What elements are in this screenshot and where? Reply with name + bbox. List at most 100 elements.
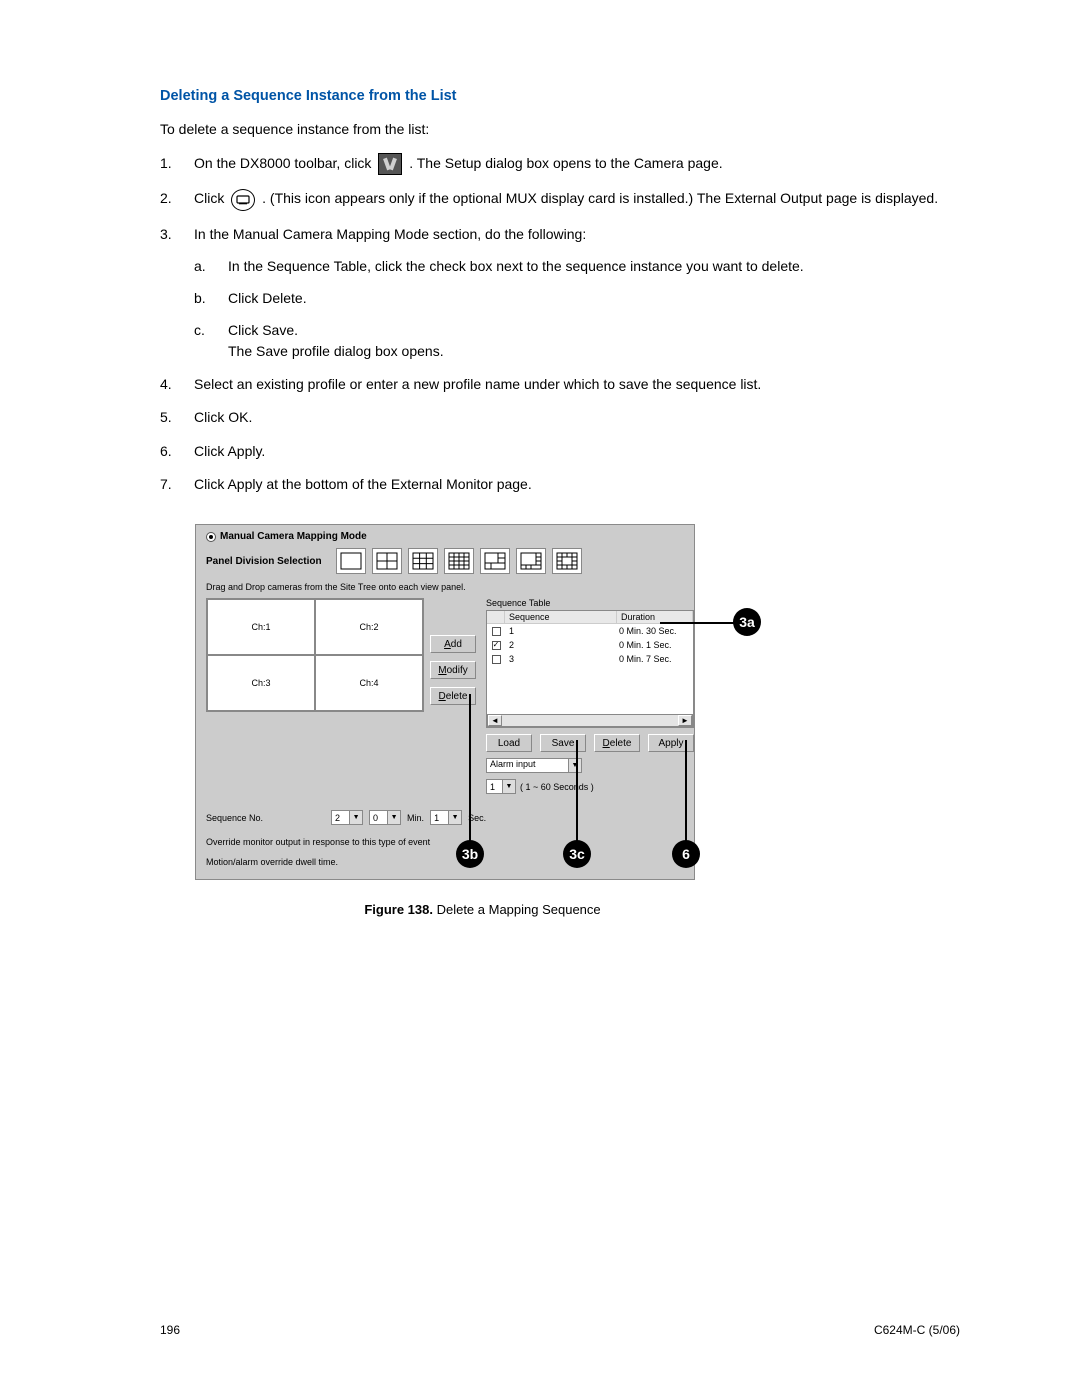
apply-button[interactable]: Apply bbox=[648, 734, 694, 752]
row-seq: 1 bbox=[505, 626, 617, 636]
leader-3b bbox=[469, 694, 471, 842]
leader-3c bbox=[576, 740, 578, 842]
row-dur: 0 Min. 1 Sec. bbox=[617, 640, 693, 650]
figure-caption: Figure 138. Delete a Mapping Sequence bbox=[195, 902, 770, 917]
alarm-input-dropdown[interactable]: Alarm input▼ bbox=[486, 758, 582, 773]
layout-1[interactable] bbox=[336, 548, 366, 574]
step-3a: In the Sequence Table, click the check b… bbox=[194, 256, 964, 276]
dropdown-arrow-icon: ▼ bbox=[568, 759, 581, 772]
layout-9[interactable] bbox=[408, 548, 438, 574]
step-3-sublist: In the Sequence Table, click the check b… bbox=[194, 256, 964, 361]
step-2: Click . (This icon appears only if the o… bbox=[160, 188, 964, 210]
figure-wrap: Manual Camera Mapping Mode Panel Divisio… bbox=[195, 524, 770, 917]
layout-8[interactable] bbox=[516, 548, 546, 574]
table-row[interactable]: 10 Min. 30 Sec. bbox=[487, 624, 693, 638]
doc-id: C624M-C (5/06) bbox=[874, 1323, 960, 1337]
step-3c-text: Click Save. bbox=[228, 322, 298, 338]
dwell-value: 1 bbox=[487, 782, 502, 792]
modify-button-rest: odify bbox=[447, 665, 468, 676]
dwell-note: ( 1 ~ 60 Seconds ) bbox=[520, 782, 594, 792]
step-2-text-a: Click bbox=[194, 190, 228, 206]
setup-toolbar-icon bbox=[378, 153, 402, 175]
alarm-input-value: Alarm input bbox=[487, 759, 568, 772]
sequence-table-label: Sequence Table bbox=[486, 598, 694, 608]
leader-3a bbox=[660, 622, 735, 624]
mode-label: Manual Camera Mapping Mode bbox=[220, 531, 367, 542]
layout-13[interactable] bbox=[552, 548, 582, 574]
scroll-left-icon[interactable]: ◄ bbox=[488, 715, 502, 726]
min-value: 0 bbox=[370, 813, 387, 823]
figure-text: Delete a Mapping Sequence bbox=[433, 902, 601, 917]
page-number: 196 bbox=[160, 1323, 180, 1337]
delete-button-rest: elete bbox=[446, 691, 468, 702]
scroll-right-icon[interactable]: ► bbox=[678, 715, 692, 726]
step-3b: Click Delete. bbox=[194, 288, 964, 308]
col-sequence: Sequence bbox=[505, 611, 617, 624]
step-6: Click Apply. bbox=[160, 441, 964, 461]
override-label: Override monitor output in response to t… bbox=[206, 837, 684, 847]
step-3c-note: The Save profile dialog box opens. bbox=[228, 343, 444, 359]
grid-cell-4[interactable]: Ch:4 bbox=[315, 655, 423, 711]
min-dropdown[interactable]: 0▼ bbox=[369, 810, 401, 825]
dropdown-arrow-icon: ▼ bbox=[349, 811, 362, 824]
dropdown-arrow-icon: ▼ bbox=[502, 780, 515, 793]
modify-button[interactable]: Modify bbox=[430, 661, 476, 679]
sequence-no-dropdown[interactable]: 2▼ bbox=[331, 810, 363, 825]
leader-6 bbox=[685, 740, 687, 842]
section-heading: Deleting a Sequence Instance from the Li… bbox=[160, 88, 964, 104]
step-2-text-b: . (This icon appears only if the optiona… bbox=[262, 190, 938, 206]
step-1-text-b: . The Setup dialog box opens to the Came… bbox=[409, 155, 722, 171]
intro-text: To delete a sequence instance from the l… bbox=[160, 121, 964, 137]
row-checkbox[interactable] bbox=[492, 655, 501, 664]
row-dur: 0 Min. 7 Sec. bbox=[617, 654, 693, 664]
dwell-label: Motion/alarm override dwell time. bbox=[206, 857, 684, 867]
panel-division-label: Panel Division Selection bbox=[206, 556, 322, 567]
layout-16[interactable] bbox=[444, 548, 474, 574]
add-button-rest: dd bbox=[451, 639, 462, 650]
delete-button-2[interactable]: Delete bbox=[594, 734, 640, 752]
sec-value: 1 bbox=[431, 813, 448, 823]
callout-6: 6 bbox=[672, 840, 700, 868]
row-checkbox[interactable]: ✓ bbox=[492, 641, 501, 650]
step-7: Click Apply at the bottom of the Externa… bbox=[160, 474, 964, 494]
sequence-table: Sequence Duration 10 Min. 30 Sec.✓20 Min… bbox=[486, 610, 694, 728]
load-button[interactable]: Load bbox=[486, 734, 532, 752]
steps-list: On the DX8000 toolbar, click . The Setup… bbox=[160, 153, 964, 494]
sequence-no-value: 2 bbox=[332, 813, 349, 823]
dropdown-arrow-icon: ▼ bbox=[448, 811, 461, 824]
layout-4[interactable] bbox=[372, 548, 402, 574]
figure-number: Figure 138. bbox=[364, 902, 433, 917]
table-row[interactable]: ✓ 20 Min. 1 Sec. bbox=[487, 638, 693, 652]
mode-radio[interactable] bbox=[206, 532, 216, 542]
drag-hint: Drag and Drop cameras from the Site Tree… bbox=[206, 582, 684, 592]
grid-cell-1[interactable]: Ch:1 bbox=[207, 599, 315, 655]
external-output-icon bbox=[231, 189, 255, 211]
step-3c: Click Save. The Save profile dialog box … bbox=[194, 320, 964, 361]
mapping-mode-panel: Manual Camera Mapping Mode Panel Divisio… bbox=[195, 524, 695, 880]
step-4: Select an existing profile or enter a ne… bbox=[160, 374, 964, 394]
callout-3a: 3a bbox=[733, 608, 761, 636]
dwell-dropdown[interactable]: 1▼ bbox=[486, 779, 516, 794]
step-3-text: In the Manual Camera Mapping Mode sectio… bbox=[194, 226, 586, 242]
save-button[interactable]: Save bbox=[540, 734, 586, 752]
grid-cell-2[interactable]: Ch:2 bbox=[315, 599, 423, 655]
layout-buttons bbox=[336, 548, 582, 574]
dropdown-arrow-icon: ▼ bbox=[387, 811, 400, 824]
table-row[interactable]: 30 Min. 7 Sec. bbox=[487, 652, 693, 666]
step-1: On the DX8000 toolbar, click . The Setup… bbox=[160, 153, 964, 175]
row-seq: 2 bbox=[505, 640, 617, 650]
step-1-text-a: On the DX8000 toolbar, click bbox=[194, 155, 375, 171]
sequence-no-label: Sequence No. bbox=[206, 813, 263, 823]
sec-dropdown[interactable]: 1▼ bbox=[430, 810, 462, 825]
min-label: Min. bbox=[407, 813, 424, 823]
layout-6[interactable] bbox=[480, 548, 510, 574]
channel-grid: Ch:1 Ch:2 Ch:3 Ch:4 bbox=[206, 598, 424, 712]
add-button[interactable]: Add bbox=[430, 635, 476, 653]
row-checkbox[interactable] bbox=[492, 627, 501, 636]
step-3: In the Manual Camera Mapping Mode sectio… bbox=[160, 224, 964, 361]
grid-cell-3[interactable]: Ch:3 bbox=[207, 655, 315, 711]
table-scrollbar[interactable]: ◄ ► bbox=[487, 714, 693, 727]
row-dur: 0 Min. 30 Sec. bbox=[617, 626, 693, 636]
row-seq: 3 bbox=[505, 654, 617, 664]
step-5: Click OK. bbox=[160, 407, 964, 427]
